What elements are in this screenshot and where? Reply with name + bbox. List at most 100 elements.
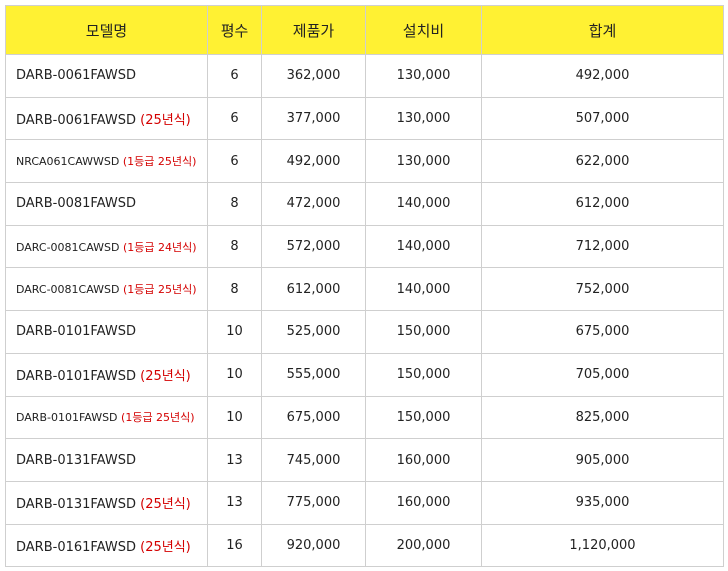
model-name: DARB-0061FAWSD: [16, 68, 136, 84]
total-cell: 1,120,000: [481, 523, 724, 568]
total-cell: 825,000: [481, 395, 724, 440]
table-row: DARB-0101FAWSD (1등급 25년식) 10 675,000 150,00…: [5, 395, 724, 440]
install-cell: 200,000: [365, 523, 482, 568]
table-row: DARB-0061FAWSD 6 362,000 130,000 492,000: [5, 54, 724, 98]
pyeong-cell: 8: [207, 182, 262, 226]
model-name: DARB-0101FAWSD: [16, 411, 118, 425]
total-cell: 675,000: [481, 310, 724, 354]
table-row: DARC-0081CAWSD (1등급 25년식) 8 612,000 140,000…: [5, 267, 724, 312]
model-note: (25년식): [140, 113, 191, 129]
header-cell: 제품가: [261, 5, 366, 55]
price-cell: 612,000: [261, 267, 366, 312]
table-row: DARB-0131FAWSD (25년식) 13 775,000 160,000 935…: [5, 480, 724, 525]
header-cell: 합계: [481, 5, 724, 55]
price-cell: 745,000: [261, 438, 366, 482]
install-cell: 150,000: [365, 395, 482, 440]
model-note: (1등급 25년식): [121, 411, 195, 425]
model-name: DARB-0131FAWSD: [16, 452, 136, 468]
model-cell: DARB-0101FAWSD: [5, 310, 208, 354]
total-cell: 705,000: [481, 352, 724, 397]
install-cell: 140,000: [365, 267, 482, 312]
model-cell: DARC-0081CAWSD (1등급 24년식): [5, 224, 208, 269]
table-row: DARB-0131FAWSD 13 745,000 160,000 905,000: [5, 438, 724, 482]
install-cell: 160,000: [365, 438, 482, 482]
price-cell: 675,000: [261, 395, 366, 440]
table-row: NRCA061CAWWSD (1등급 25년식) 6 492,000 130,000 6…: [5, 139, 724, 184]
table-row: DARB-0061FAWSD (25년식) 6 377,000 130,000 507,…: [5, 96, 724, 141]
model-cell: NRCA061CAWWSD (1등급 25년식): [5, 139, 208, 184]
install-cell: 140,000: [365, 224, 482, 269]
price-table: 모델명 평수 제품가 설치비 합계 DARB-0061FAWSD 6 362,000 130,…: [5, 5, 724, 568]
model-name: DARB-0101FAWSD: [16, 369, 136, 385]
install-cell: 130,000: [365, 54, 482, 98]
model-cell: DARC-0081CAWSD (1등급 25년식): [5, 267, 208, 312]
pyeong-cell: 13: [207, 480, 262, 525]
pyeong-cell: 13: [207, 438, 262, 482]
price-cell: 920,000: [261, 523, 366, 568]
model-note: (25년식): [140, 497, 191, 513]
model-cell: DARB-0101FAWSD (25년식): [5, 352, 208, 397]
pyeong-cell: 16: [207, 523, 262, 568]
install-cell: 130,000: [365, 139, 482, 184]
price-cell: 362,000: [261, 54, 366, 98]
model-cell: DARB-0081FAWSD: [5, 182, 208, 226]
install-cell: 140,000: [365, 182, 482, 226]
install-cell: 150,000: [365, 310, 482, 354]
model-note: (25년식): [140, 369, 191, 385]
model-name: DARC-0081CAWSD: [16, 283, 120, 297]
total-cell: 622,000: [481, 139, 724, 184]
model-cell: DARB-0131FAWSD (25년식): [5, 480, 208, 525]
pyeong-cell: 6: [207, 96, 262, 141]
model-cell: DARB-0131FAWSD: [5, 438, 208, 482]
table-row: DARB-0101FAWSD (25년식) 10 555,000 150,000 705…: [5, 352, 724, 397]
model-name: DARB-0131FAWSD: [16, 497, 136, 513]
header-cell: 설치비: [365, 5, 482, 55]
model-name: DARB-0161FAWSD: [16, 539, 136, 555]
pyeong-cell: 10: [207, 395, 262, 440]
total-cell: 507,000: [481, 96, 724, 141]
model-cell: DARB-0061FAWSD: [5, 54, 208, 98]
price-cell: 492,000: [261, 139, 366, 184]
header-cell: 평수: [207, 5, 262, 55]
price-cell: 555,000: [261, 352, 366, 397]
total-cell: 935,000: [481, 480, 724, 525]
total-cell: 905,000: [481, 438, 724, 482]
model-note: (1등급 24년식): [122, 240, 197, 254]
model-cell: DARB-0061FAWSD (25년식): [5, 96, 208, 141]
table-row: DARB-0161FAWSD (25년식) 16 920,000 200,000 1,1…: [5, 523, 724, 568]
pyeong-cell: 6: [207, 139, 262, 184]
model-cell: DARB-0101FAWSD (1등급 25년식): [5, 395, 208, 440]
install-cell: 160,000: [365, 480, 482, 525]
model-name: DARB-0081FAWSD: [16, 196, 136, 212]
model-cell: DARB-0161FAWSD (25년식): [5, 523, 208, 568]
model-note: (1등급 25년식): [122, 283, 197, 297]
total-cell: 752,000: [481, 267, 724, 312]
model-note: (25년식): [140, 539, 191, 555]
header-cell: 모델명: [5, 5, 208, 55]
table-row: DARC-0081CAWSD (1등급 24년식) 8 572,000 140,000…: [5, 224, 724, 269]
pyeong-cell: 10: [207, 352, 262, 397]
pyeong-cell: 8: [207, 224, 262, 269]
total-cell: 712,000: [481, 224, 724, 269]
model-name: DARB-0101FAWSD: [16, 324, 136, 340]
install-cell: 150,000: [365, 352, 482, 397]
install-cell: 130,000: [365, 96, 482, 141]
model-name: NRCA061CAWWSD: [16, 155, 120, 169]
total-cell: 492,000: [481, 54, 724, 98]
price-cell: 377,000: [261, 96, 366, 141]
total-cell: 612,000: [481, 182, 724, 226]
price-cell: 525,000: [261, 310, 366, 354]
price-cell: 572,000: [261, 224, 366, 269]
table-row: DARB-0081FAWSD 8 472,000 140,000 612,000: [5, 182, 724, 226]
table-row: DARB-0101FAWSD 10 525,000 150,000 675,000: [5, 310, 724, 354]
header-row: 모델명 평수 제품가 설치비 합계: [5, 5, 724, 55]
model-name: DARC-0081CAWSD: [16, 240, 120, 254]
model-note: (1등급 25년식): [122, 155, 197, 169]
pyeong-cell: 10: [207, 310, 262, 354]
model-name: DARB-0061FAWSD: [16, 113, 136, 129]
table-body: DARB-0061FAWSD 6 362,000 130,000 492,000 DARB…: [5, 54, 724, 568]
price-cell: 775,000: [261, 480, 366, 525]
pyeong-cell: 8: [207, 267, 262, 312]
price-cell: 472,000: [261, 182, 366, 226]
